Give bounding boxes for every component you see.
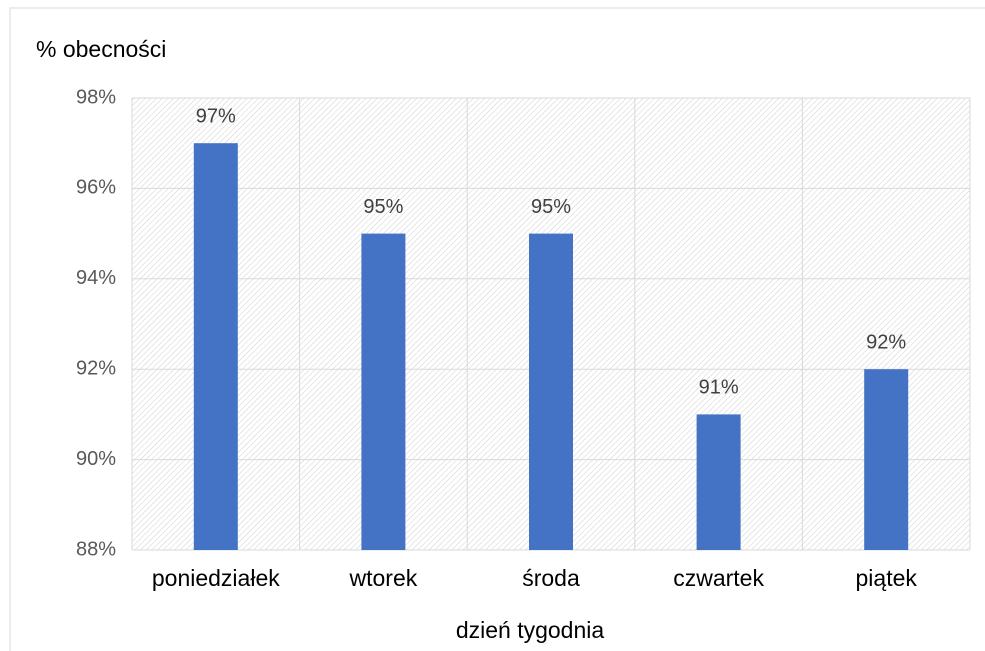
y-tick-label: 88% xyxy=(76,538,116,560)
y-tick-label: 98% xyxy=(76,86,116,108)
y-tick-label: 96% xyxy=(76,177,116,199)
bar xyxy=(696,414,741,550)
data-label: 92% xyxy=(866,331,906,353)
x-tick-label: wtorek xyxy=(349,565,418,591)
bar xyxy=(529,233,573,550)
data-label: 97% xyxy=(196,105,236,127)
y-tick-label: 92% xyxy=(76,357,116,379)
chart-frame xyxy=(9,7,985,651)
bar xyxy=(193,143,238,550)
bar xyxy=(361,233,406,550)
x-tick-label: środa xyxy=(522,565,580,591)
data-label: 95% xyxy=(531,196,571,218)
data-label: 91% xyxy=(699,377,739,399)
y-tick-label: 94% xyxy=(76,267,116,289)
data-label: 95% xyxy=(363,196,403,218)
x-tick-label: czwartek xyxy=(673,565,764,591)
x-tick-label: poniedziałek xyxy=(152,565,280,591)
y-axis-title: % obecności xyxy=(36,36,166,62)
bar xyxy=(864,369,909,550)
y-tick-label: 90% xyxy=(76,448,116,470)
x-axis-title: dzień tygodnia xyxy=(456,617,605,643)
x-tick-label: piątek xyxy=(856,565,918,591)
